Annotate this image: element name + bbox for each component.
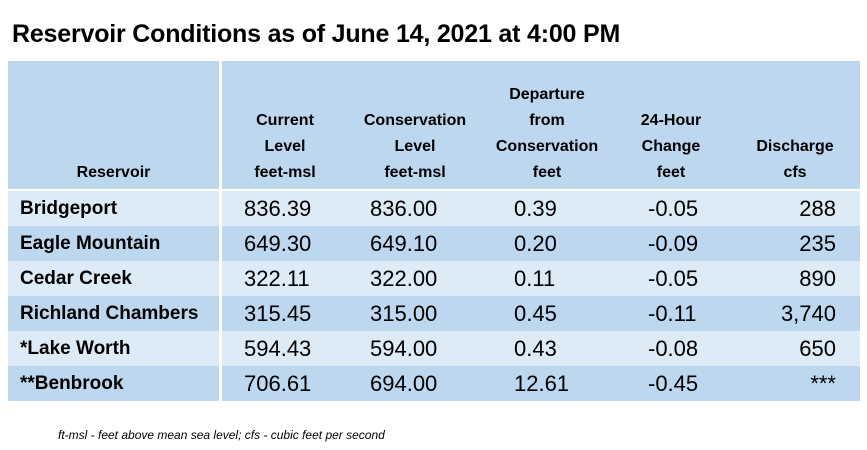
header-conservation-level: Conservation Level feet-msl	[348, 61, 482, 191]
table-row: Cedar Creek 322.11 322.00 0.11 -0.05 890	[8, 261, 860, 296]
change-cell: -0.11	[612, 296, 730, 331]
current-level-cell: 594.43	[222, 331, 348, 366]
reservoir-name: Eagle Mountain	[8, 226, 222, 261]
table-row: Bridgeport 836.39 836.00 0.39 -0.05 288	[8, 191, 860, 226]
footnote: ft-msl - feet above mean sea level; cfs …	[58, 428, 385, 442]
departure-cell: 0.39	[482, 191, 612, 226]
header-discharge: Discharge cfs	[730, 61, 860, 191]
header-reservoir: Reservoir	[8, 61, 222, 191]
departure-cell: 12.61	[482, 366, 612, 401]
discharge-cell: ***	[730, 366, 860, 401]
current-level-cell: 322.11	[222, 261, 348, 296]
header-line: from	[529, 112, 565, 129]
table-row: Eagle Mountain 649.30 649.10 0.20 -0.09 …	[8, 226, 860, 261]
current-level-cell: 706.61	[222, 366, 348, 401]
reservoir-name: *Lake Worth	[8, 331, 222, 366]
change-cell: -0.45	[612, 366, 730, 401]
header-line: Level	[394, 138, 436, 155]
change-cell: -0.05	[612, 261, 730, 296]
departure-cell: 0.45	[482, 296, 612, 331]
header-line: Current	[256, 112, 314, 129]
current-level-cell: 649.30	[222, 226, 348, 261]
reservoir-name: **Benbrook	[8, 366, 222, 401]
header-line: Level	[264, 138, 306, 155]
departure-cell: 0.43	[482, 331, 612, 366]
departure-cell: 0.20	[482, 226, 612, 261]
current-level-cell: 836.39	[222, 191, 348, 226]
departure-cell: 0.11	[482, 261, 612, 296]
conservation-level-cell: 315.00	[348, 296, 482, 331]
table-header-row: Reservoir Current Level feet-msl Conserv…	[8, 61, 860, 191]
header-line: Change	[641, 138, 701, 155]
current-level-cell: 315.45	[222, 296, 348, 331]
change-cell: -0.09	[612, 226, 730, 261]
reservoir-name: Bridgeport	[8, 191, 222, 226]
discharge-cell: 288	[730, 191, 860, 226]
header-line: cfs	[783, 164, 807, 181]
discharge-cell: 235	[730, 226, 860, 261]
header-line: 24-Hour	[640, 112, 702, 129]
reservoir-name: Richland Chambers	[8, 296, 222, 331]
header-reservoir-line: Reservoir	[76, 164, 151, 181]
conservation-level-cell: 694.00	[348, 366, 482, 401]
header-departure: Departure from Conservation feet	[482, 61, 612, 191]
header-24-hour-change: 24-Hour Change feet	[612, 61, 730, 191]
header-line: feet	[656, 164, 686, 181]
conservation-level-cell: 649.10	[348, 226, 482, 261]
conservation-level-cell: 836.00	[348, 191, 482, 226]
conservation-level-cell: 322.00	[348, 261, 482, 296]
table-row: *Lake Worth 594.43 594.00 0.43 -0.08 650	[8, 331, 860, 366]
header-line: feet-msl	[384, 164, 446, 181]
header-line: feet	[532, 164, 562, 181]
header-line: Conservation	[495, 138, 599, 155]
change-cell: -0.08	[612, 331, 730, 366]
header-line: feet-msl	[254, 164, 316, 181]
discharge-cell: 650	[730, 331, 860, 366]
change-cell: -0.05	[612, 191, 730, 226]
header-current-level: Current Level feet-msl	[222, 61, 348, 191]
table-row: **Benbrook 706.61 694.00 12.61 -0.45 ***	[8, 366, 860, 401]
page-title: Reservoir Conditions as of June 14, 2021…	[12, 20, 621, 48]
table-row: Richland Chambers 315.45 315.00 0.45 -0.…	[8, 296, 860, 331]
discharge-cell: 890	[730, 261, 860, 296]
reservoir-table: Reservoir Current Level feet-msl Conserv…	[8, 61, 860, 401]
reservoir-name: Cedar Creek	[8, 261, 222, 296]
discharge-cell: 3,740	[730, 296, 860, 331]
header-line: Conservation	[363, 112, 467, 129]
conservation-level-cell: 594.00	[348, 331, 482, 366]
header-line: Departure	[509, 86, 585, 103]
header-line: Discharge	[756, 138, 834, 155]
